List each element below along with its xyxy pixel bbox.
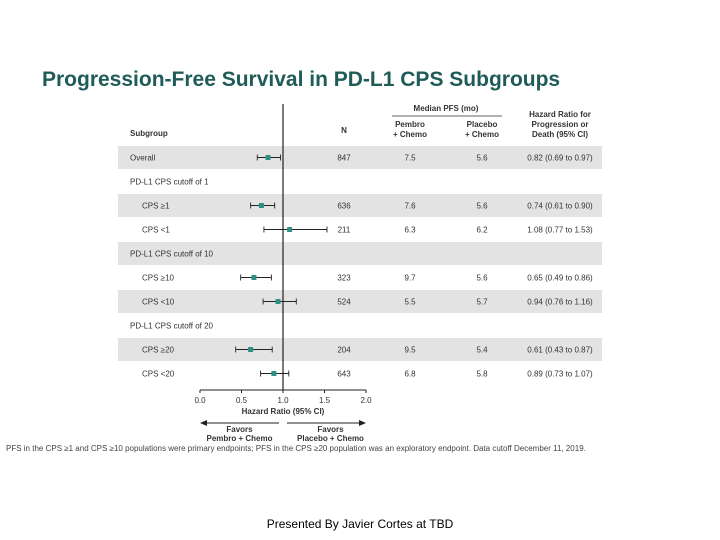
row-hr-text: 1.08 (0.77 to 1.53) <box>527 226 593 235</box>
footnote: PFS in the CPS ≥1 and CPS ≥10 population… <box>6 444 586 453</box>
favors-left-arrowhead <box>200 420 207 426</box>
row-placebo-pfs: 6.2 <box>476 226 488 235</box>
row-pembro-pfs: 7.6 <box>404 202 416 211</box>
row-hr-text: 0.82 (0.69 to 0.97) <box>527 154 593 163</box>
hr-point <box>258 203 264 208</box>
row-label: CPS ≥1 <box>142 202 170 211</box>
header-pembro-line2: + Chemo <box>393 130 427 139</box>
row-hr-text: 0.65 (0.49 to 0.86) <box>527 274 593 283</box>
hr-point <box>287 227 293 232</box>
favors-left-line2: Pembro + Chemo <box>206 434 272 443</box>
row-hr-text: 0.74 (0.61 to 0.90) <box>527 202 593 211</box>
favors-right-line1: Favors <box>317 425 344 434</box>
header-hr-line2: Progression or <box>532 120 589 129</box>
row-placebo-pfs: 5.8 <box>476 370 488 379</box>
row-label: CPS <10 <box>142 298 175 307</box>
presenter-credit: Presented By Javier Cortes at TBD <box>266 517 454 531</box>
header-placebo-line1: Placebo <box>467 120 498 129</box>
row-placebo-pfs: 5.6 <box>476 154 488 163</box>
hr-point <box>265 155 271 160</box>
row-shade <box>118 242 602 265</box>
header-subgroup: Subgroup <box>130 129 168 138</box>
row-pembro-pfs: 9.7 <box>404 274 416 283</box>
slide-title: Progression-Free Survival in PD-L1 CPS S… <box>42 68 561 91</box>
row-n: 636 <box>337 202 351 211</box>
row-n: 524 <box>337 298 351 307</box>
row-pembro-pfs: 5.5 <box>404 298 416 307</box>
favors-right-arrowhead <box>359 420 366 426</box>
row-label: CPS ≥20 <box>142 346 175 355</box>
favors-right-line2: Placebo + Chemo <box>297 434 364 443</box>
x-tick-label: 0.5 <box>236 396 248 405</box>
hr-point <box>248 347 254 352</box>
row-pembro-pfs: 6.8 <box>404 370 416 379</box>
row-pembro-pfs: 7.5 <box>404 154 416 163</box>
header-pembro-line1: Pembro <box>395 120 425 129</box>
row-shade <box>118 146 602 169</box>
row-shade <box>118 338 602 361</box>
favors-left-line1: Favors <box>226 425 253 434</box>
row-n: 204 <box>337 346 351 355</box>
header-placebo-line2: + Chemo <box>465 130 499 139</box>
row-n: 323 <box>337 274 351 283</box>
row-n: 211 <box>338 226 351 235</box>
hr-point <box>271 371 277 376</box>
row-placebo-pfs: 5.6 <box>476 274 488 283</box>
row-label: CPS <20 <box>142 370 175 379</box>
row-placebo-pfs: 5.6 <box>476 202 488 211</box>
row-label: PD-L1 CPS cutoff of 20 <box>130 322 214 331</box>
row-hr-text: 0.61 (0.43 to 0.87) <box>527 346 593 355</box>
header-median-pfs: Median PFS (mo) <box>414 104 479 113</box>
row-label: CPS <1 <box>142 226 170 235</box>
x-tick-label: 0.0 <box>194 396 206 405</box>
row-hr-text: 0.94 (0.76 to 1.16) <box>527 298 593 307</box>
hr-point <box>275 299 281 304</box>
row-placebo-pfs: 5.4 <box>476 346 488 355</box>
row-hr-text: 0.89 (0.73 to 1.07) <box>527 370 593 379</box>
x-axis-label: Hazard Ratio (95% CI) <box>242 407 325 416</box>
header-hr-line3: Death (95% CI) <box>532 130 588 139</box>
row-placebo-pfs: 5.7 <box>476 298 488 307</box>
header-hr-line1: Hazard Ratio for <box>529 110 591 119</box>
row-n: 643 <box>337 370 351 379</box>
x-tick-label: 1.5 <box>319 396 331 405</box>
row-label: CPS ≥10 <box>142 274 175 283</box>
row-n: 847 <box>337 154 351 163</box>
x-tick-label: 1.0 <box>277 396 289 405</box>
row-shade <box>118 290 602 313</box>
row-pembro-pfs: 6.3 <box>404 226 416 235</box>
x-tick-label: 2.0 <box>360 396 372 405</box>
row-pembro-pfs: 9.5 <box>404 346 416 355</box>
row-label: Overall <box>130 154 156 163</box>
row-shade <box>118 194 602 217</box>
header-n: N <box>341 126 347 135</box>
hr-point <box>251 275 257 280</box>
row-label: PD-L1 CPS cutoff of 1 <box>130 178 209 187</box>
row-label: PD-L1 CPS cutoff of 10 <box>130 250 214 259</box>
